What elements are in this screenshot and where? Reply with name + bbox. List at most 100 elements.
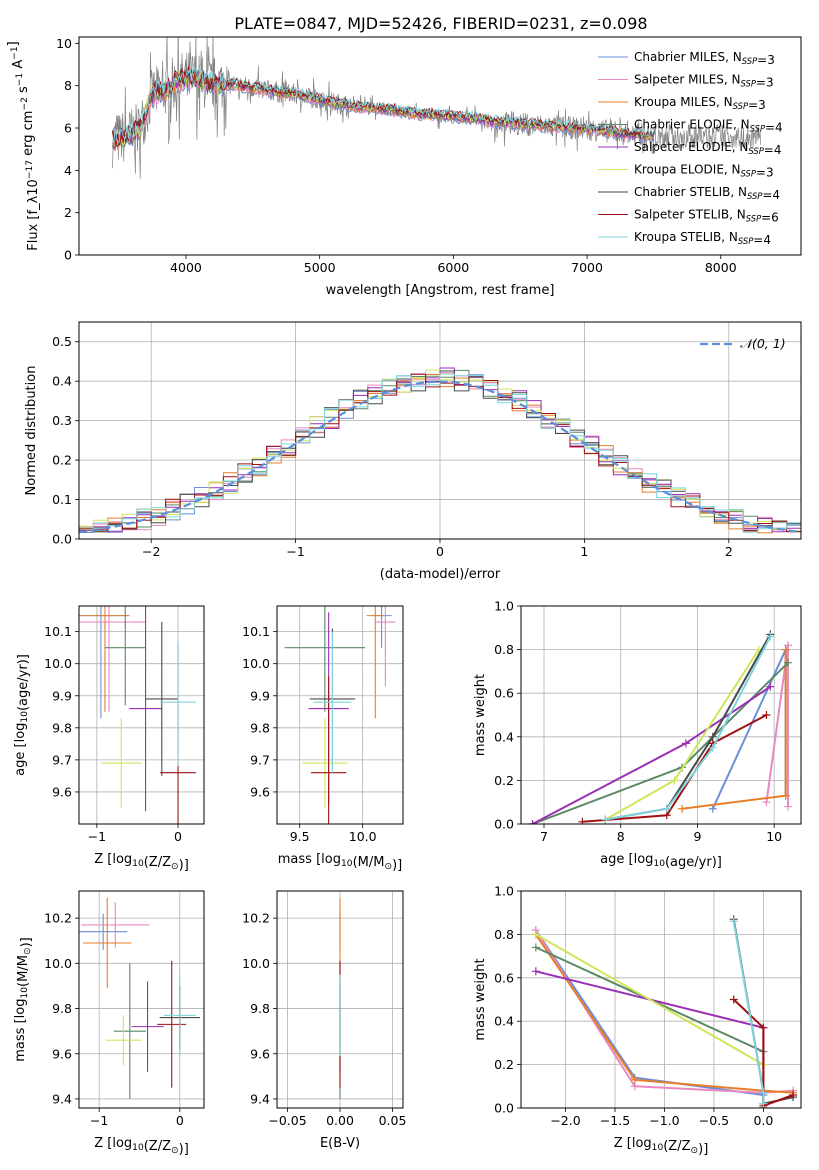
- age_vs_mass-frame: [276, 605, 404, 825]
- y-tick-label: 10: [56, 36, 72, 51]
- x-tick-label: 0: [436, 544, 444, 559]
- spectrum-ylabel: Flux [f_λ10−17 erg cm−2 s−1 A−1]: [6, 41, 41, 250]
- y-tick-label: 9.8: [250, 720, 270, 735]
- x-tick-label: 1: [580, 544, 588, 559]
- weight-marker-salpeter_elodie: [531, 967, 540, 976]
- weight-line-kroupa_miles: [534, 933, 794, 1094]
- y-tick-label: 10.1: [242, 624, 270, 639]
- x-tick-label: 2: [725, 544, 733, 559]
- weight-line-kroupa_stelib: [605, 636, 772, 821]
- y-tick-label: 1.0: [494, 884, 514, 899]
- x-tick-label: 0.0: [753, 1113, 773, 1128]
- spectrum-legend: Chabrier MILES, NSSP=3 Salpeter MILES, NS…: [598, 50, 783, 247]
- residuals-panel: −2 −1 0 1 2 0.0 0.1 0.2 0.3 0.4 0.5 (data-model)/er…: [24, 321, 802, 582]
- weight-marker-kroupa_miles: [678, 804, 687, 813]
- x-tick-label: 6000: [437, 260, 469, 275]
- mass_vs_Z-ylabel: mass [log10(M/M⊙)]: [13, 937, 34, 1061]
- y-tick-label: 0.4: [52, 374, 72, 389]
- legend-entry: Kroupa ELODIE, NSSP=3: [634, 163, 774, 180]
- x-tick-label: −1: [286, 544, 304, 559]
- age_vs_Z-xlabel: Z [log10(Z/Z⊙)]: [94, 852, 189, 873]
- weight-marker-kroupa_stelib: [766, 632, 775, 641]
- y-tick-label: 0.3: [52, 413, 72, 428]
- weight-marker-kroupa_stelib: [601, 815, 610, 824]
- model-spectrum-kroupa_stelib: [112, 64, 655, 145]
- residuals-ylabel: Normed distribution: [24, 366, 39, 496]
- weight_vs_Z-frame: [520, 890, 802, 1109]
- mass_vs_ebv-xlabel: E(B-V): [320, 1136, 360, 1151]
- weight-marker-kroupa_miles: [630, 1075, 639, 1084]
- weight-marker-chabrier_elodie: [783, 658, 792, 667]
- x-tick-label: −1.0: [649, 1113, 679, 1128]
- x-tick-label: 10.0: [349, 829, 377, 844]
- age_vs_Z-ylabel: age [log10(age/yr)]: [13, 654, 31, 776]
- mass_vs_ebv-panel: −0.05 0.00 0.05 9.4 9.6 9.8 10.0 10.2 E(B-V): [242, 890, 406, 1151]
- weight-marker-kroupa_stelib: [662, 804, 671, 813]
- y-tick-label: 0.5: [52, 334, 72, 349]
- weight-marker-kroupa_stelib: [759, 1088, 768, 1097]
- y-tick-label: 9.8: [52, 720, 72, 735]
- y-tick-label: 0.2: [494, 1057, 514, 1072]
- weight-marker-kroupa_miles: [781, 791, 790, 800]
- legend-entry: Salpeter ELODIE, NSSP=4: [634, 140, 782, 157]
- y-tick-label: 1.0: [494, 599, 514, 614]
- mass_vs_Z-panel: −1 0 9.4 9.6 9.8 10.0 10.2 Z [log10(Z/Z⊙)] mass …: [13, 890, 205, 1157]
- weight-line-kroupa_elodie: [604, 649, 760, 821]
- x-tick-label: −2.0: [550, 1113, 580, 1128]
- weight-marker-salpeter_stelib: [759, 1023, 768, 1032]
- weight-marker-kroupa_stelib: [708, 743, 717, 752]
- weight_vs_age-frame: [520, 605, 802, 825]
- figure-title: PLATE=0847, MJD=52426, FIBERID=0231, z=0…: [234, 14, 647, 33]
- legend-entry: Kroupa STELIB, NSSP=4: [634, 230, 771, 247]
- model-spectrum-salpeter_elodie: [112, 73, 654, 149]
- y-tick-label: 9.4: [52, 1091, 72, 1106]
- weight-marker-salpeter_stelib: [762, 711, 771, 719]
- spectrum-xlabel: wavelength [Angstrom, rest frame]: [326, 283, 555, 298]
- weight_vs_Z-xlabel: Z [log10(Z/Z⊙)]: [614, 1136, 709, 1157]
- y-tick-label: 0.0: [494, 817, 514, 832]
- y-tick-label: 9.6: [250, 1046, 270, 1061]
- x-tick-label: −1: [90, 1113, 108, 1128]
- x-tick-label: 0.00: [326, 1113, 354, 1128]
- y-tick-label: 0: [64, 248, 72, 263]
- y-tick-label: 10.2: [44, 911, 72, 926]
- age_vs_Z-frame: [78, 605, 205, 825]
- weight-marker-salpeter_elodie: [766, 682, 775, 691]
- weight-marker-kroupa_elodie: [670, 776, 679, 785]
- x-tick-label: 0: [174, 829, 182, 844]
- y-tick-label: 0.4: [494, 1014, 514, 1029]
- y-tick-label: 0.2: [52, 453, 72, 468]
- age_vs_mass-plot-area: [284, 606, 396, 824]
- y-tick-label: 10.0: [44, 656, 72, 671]
- x-tick-label: 5000: [304, 260, 336, 275]
- weight_vs_Z-plot-area: [531, 915, 798, 1108]
- mass_vs_Z-plot-area: [79, 897, 200, 1099]
- weight-marker-salpeter_stelib: [789, 1090, 798, 1099]
- x-tick-label: 7000: [571, 260, 603, 275]
- legend-entry: Salpeter STELIB, NSSP=6: [634, 208, 779, 225]
- y-tick-label: 0.8: [494, 927, 514, 942]
- residuals-plot-area: [79, 367, 801, 534]
- x-tick-label: 4000: [170, 260, 202, 275]
- residual-histogram-kroupa_stelib: [79, 373, 801, 533]
- y-tick-label: 9.4: [250, 1091, 270, 1106]
- y-tick-label: 9.8: [52, 1001, 72, 1016]
- weight-line-salpeter_stelib: [582, 714, 767, 823]
- x-tick-label: 9.5: [290, 829, 310, 844]
- y-tick-label: 9.9: [52, 688, 72, 703]
- y-tick-label: 9.9: [250, 688, 270, 703]
- weight-marker-chabrier_miles: [708, 804, 717, 813]
- y-tick-label: 10.1: [44, 624, 72, 639]
- y-tick-label: 0.8: [494, 642, 514, 657]
- y-tick-label: 0.6: [494, 970, 514, 985]
- weight-marker-salpeter_elodie: [681, 739, 690, 748]
- x-tick-label: 8000: [705, 260, 737, 275]
- y-tick-label: 10.2: [242, 911, 270, 926]
- legend-entry: Chabrier STELIB, NSSP=4: [634, 185, 780, 202]
- weight-marker-salpeter_stelib: [729, 995, 738, 1004]
- weight-marker-salpeter_miles: [783, 802, 792, 811]
- x-tick-label: −1.5: [600, 1113, 630, 1128]
- x-tick-label: −1: [88, 829, 106, 844]
- spectrum-panel: 4000 5000 6000 7000 8000 0 2 4 6 8 10 wavelength [A…: [6, 36, 802, 298]
